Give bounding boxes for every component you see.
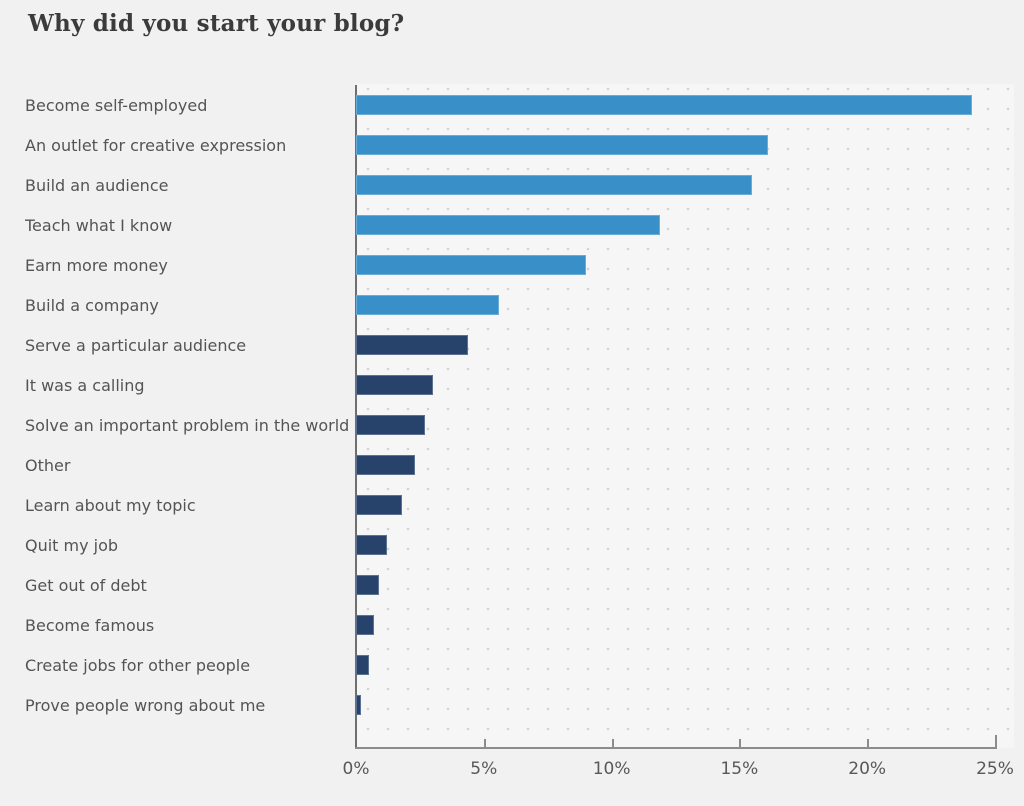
bar <box>356 135 768 155</box>
chart-row: Learn about my topic <box>25 485 1014 525</box>
x-axis-tick <box>867 739 870 747</box>
x-axis-tick <box>611 739 614 747</box>
category-label: Become self-employed <box>25 95 208 115</box>
category-label: It was a calling <box>25 375 145 395</box>
bar <box>356 215 661 235</box>
chart-row: Get out of debt <box>25 565 1014 605</box>
bar <box>356 495 402 515</box>
bar <box>356 535 387 555</box>
category-label: Earn more money <box>25 255 168 275</box>
bar <box>356 415 425 435</box>
category-label: Solve an important problem in the world <box>25 415 350 435</box>
x-axis-tick <box>483 739 486 747</box>
chart-rows: Become self-employed An outlet for creati… <box>25 85 1014 725</box>
category-label: Teach what I know <box>25 215 173 235</box>
category-label: An outlet for creative expression <box>25 135 287 155</box>
chart-row: Other <box>25 445 1014 485</box>
category-label: Learn about my topic <box>25 495 196 515</box>
bar <box>356 455 415 475</box>
bar <box>356 575 379 595</box>
bar <box>356 295 500 315</box>
chart-row: It was a calling <box>25 365 1014 405</box>
category-label: Build an audience <box>25 175 169 195</box>
chart-row: Teach what I know <box>25 205 1014 245</box>
category-label: Quit my job <box>25 535 119 555</box>
chart-row: Serve a particular audience <box>25 325 1014 365</box>
category-label: Create jobs for other people <box>25 655 251 675</box>
chart-row: Build an audience <box>25 165 1014 205</box>
bar <box>356 375 433 395</box>
chart-row: Become self-employed <box>25 85 1014 125</box>
x-axis-tick-label: 0% <box>342 759 370 779</box>
x-axis-tick-label: 25% <box>976 759 1014 779</box>
category-label: Serve a particular audience <box>25 335 247 355</box>
category-label: Build a company <box>25 295 159 315</box>
chart-row: Become famous <box>25 605 1014 645</box>
bar <box>356 335 469 355</box>
bar <box>356 615 374 635</box>
category-label: Get out of debt <box>25 575 147 595</box>
x-axis-tick <box>739 739 742 747</box>
bar <box>356 95 972 115</box>
chart-title: Why did you start your blog? <box>28 10 405 37</box>
x-axis-line <box>355 747 997 749</box>
bar <box>356 255 587 275</box>
bar <box>356 175 753 195</box>
x-axis-tick-label: 20% <box>848 759 887 779</box>
chart-row: An outlet for creative expression <box>25 125 1014 165</box>
chart-row: Solve an important problem in the world <box>25 405 1014 445</box>
chart-row: Create jobs for other people <box>25 645 1014 685</box>
x-axis-tick-label: 5% <box>470 759 498 779</box>
bar <box>356 655 369 675</box>
chart-row: Quit my job <box>25 525 1014 565</box>
category-label: Prove people wrong about me <box>25 695 266 715</box>
x-axis-tick-label: 10% <box>592 759 631 779</box>
bar <box>356 695 362 715</box>
chart-row: Earn more money <box>25 245 1014 285</box>
chart-row: Prove people wrong about me <box>25 685 1014 725</box>
x-axis-tick-label: 15% <box>720 759 759 779</box>
category-label: Other <box>25 455 71 475</box>
chart-row: Build a company <box>25 285 1014 325</box>
x-axis-tick <box>995 735 997 747</box>
category-label: Become famous <box>25 615 155 635</box>
